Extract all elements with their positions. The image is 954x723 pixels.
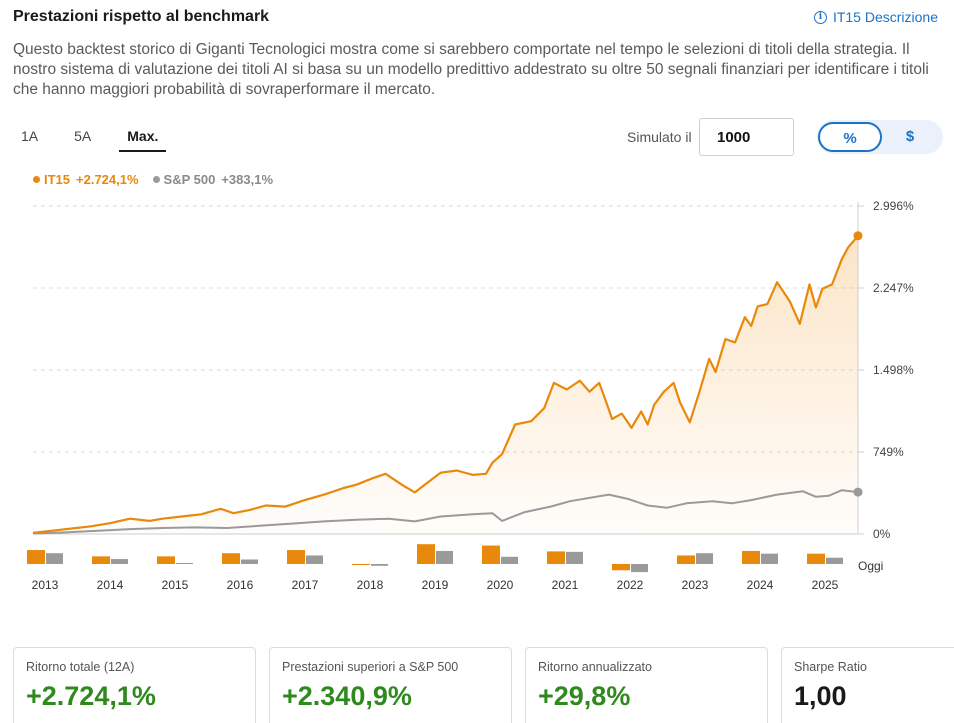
header: Prestazioni rispetto al benchmark i IT15…	[13, 8, 938, 30]
stat-label: Sharpe Ratio	[794, 660, 867, 674]
chart-legend: IT15 +2.724,1% S&P 500 +383,1%	[33, 172, 287, 187]
stat-card-total-return: Ritorno totale (12A) +2.724,1%	[13, 647, 256, 723]
annual-bar-sp500	[826, 557, 843, 564]
x-tick-label: 2019	[422, 578, 449, 592]
x-tick-label: 2025	[812, 578, 839, 592]
simulated-amount-input[interactable]	[699, 118, 794, 156]
period-tabs: 1A 5A Max.	[13, 124, 186, 152]
x-tick-label: 2015	[162, 578, 189, 592]
annual-bar-it15	[417, 544, 435, 564]
y-tick-label: 0%	[873, 527, 891, 541]
legend-it15-value: +2.724,1%	[76, 172, 139, 187]
x-tick-label: 2023	[682, 578, 709, 592]
legend-sp500-dot	[152, 176, 160, 183]
tab-5y[interactable]: 5A	[74, 128, 92, 144]
description-link-label: IT15 Descrizione	[832, 9, 938, 25]
stat-value: +29,8%	[538, 681, 631, 711]
annual-bar-it15	[677, 555, 695, 564]
unit-toggle: $ %	[817, 120, 943, 154]
annual-bar-sp500	[696, 553, 713, 564]
tab-1y[interactable]: 1A	[21, 128, 39, 144]
x-tick-label: 2021	[552, 578, 579, 592]
description-link[interactable]: i IT15 Descrizione	[813, 9, 938, 25]
annual-bar-sp500	[241, 559, 258, 564]
y-tick-label: 1.498%	[873, 363, 914, 377]
annual-bar-it15	[742, 550, 760, 564]
x-tick-label: 2014	[97, 578, 124, 592]
annual-bar-sp500	[371, 564, 388, 566]
stat-label: Ritorno annualizzato	[538, 660, 652, 674]
legend-it15-name: IT15	[44, 172, 71, 187]
annual-bar-it15	[482, 545, 500, 564]
x-tick-label: 2020	[487, 578, 514, 592]
stat-label: Ritorno totale (12A)	[26, 660, 135, 674]
stat-value: +2.724,1%	[26, 681, 156, 711]
x-tick-label: 2017	[292, 578, 319, 592]
legend-sp500-name: S&P 500	[163, 172, 216, 187]
y-tick-label: 749%	[873, 445, 904, 459]
dollar-toggle-button[interactable]: $	[905, 128, 915, 145]
annual-bar-sp500	[631, 564, 648, 573]
annual-bar-sp500	[566, 551, 583, 564]
annual-bar-sp500	[436, 550, 453, 564]
annual-bar-sp500	[306, 555, 323, 564]
annual-bar-it15	[612, 564, 630, 571]
legend-sp500[interactable]: S&P 500 +383,1%	[152, 172, 274, 187]
x-tick-label: 2013	[32, 578, 59, 592]
today-label: Oggi	[858, 559, 883, 573]
tab-max[interactable]: Max.	[119, 124, 167, 152]
annual-bar-it15	[92, 556, 110, 564]
annual-bar-sp500	[111, 559, 128, 564]
sp500-end-point	[853, 487, 863, 497]
it15-area	[33, 235, 858, 535]
annual-bar-it15	[157, 556, 175, 564]
it15-end-point	[853, 231, 863, 241]
simulated-label: Simulato il	[627, 129, 692, 145]
x-tick-label: 2018	[357, 578, 384, 592]
y-tick-label: 2.247%	[873, 281, 914, 295]
annual-bar-it15	[222, 553, 240, 564]
x-tick-label: 2024	[747, 578, 774, 592]
annual-bar-it15	[27, 550, 45, 564]
annual-bar-it15	[287, 550, 305, 564]
stat-card-outperformance: Prestazioni superiori a S&P 500 +2.340,9…	[269, 647, 512, 723]
legend-it15-dot	[33, 176, 40, 183]
strategy-description: Questo backtest storico di Giganti Tecno…	[13, 41, 929, 98]
percent-toggle-button[interactable]: %	[818, 122, 882, 152]
stat-card-annualized-return: Ritorno annualizzato +29,8%	[525, 647, 768, 723]
annual-bar-it15	[352, 564, 370, 565]
annual-bar-sp500	[761, 553, 778, 564]
legend-sp500-value: +383,1%	[221, 172, 274, 187]
x-tick-label: 2016	[227, 578, 254, 592]
stats-cards: Ritorno totale (12A) +2.724,1% Prestazio…	[13, 647, 954, 723]
page-title: Prestazioni rispetto al benchmark	[13, 8, 270, 25]
stat-value: +2.340,9%	[282, 681, 412, 711]
x-tick-label: 2022	[617, 578, 644, 592]
performance-chart-svg: 0% 749% 1.498% 2.247% 2.996% 2013 2014 2015 201…	[27, 199, 914, 592]
stat-value: 1,00	[794, 681, 847, 711]
info-icon: i	[813, 10, 827, 24]
stat-label: Prestazioni superiori a S&P 500	[282, 660, 459, 674]
annual-bar-sp500	[501, 556, 518, 564]
annual-bar-sp500	[46, 553, 63, 564]
annual-bar-it15	[547, 551, 565, 564]
legend-it15[interactable]: IT15 +2.724,1%	[33, 172, 139, 187]
performance-chart: 0% 749% 1.498% 2.247% 2.996% 2013 2014 2015 201…	[0, 190, 954, 600]
y-tick-label: 2.996%	[873, 199, 914, 213]
annual-bar-sp500	[176, 563, 193, 564]
annual-bar-it15	[807, 553, 825, 564]
it15-line	[32, 235, 859, 534]
stat-card-sharpe-ratio: Sharpe Ratio 1,00	[781, 647, 954, 723]
sp500-line	[32, 489, 859, 535]
